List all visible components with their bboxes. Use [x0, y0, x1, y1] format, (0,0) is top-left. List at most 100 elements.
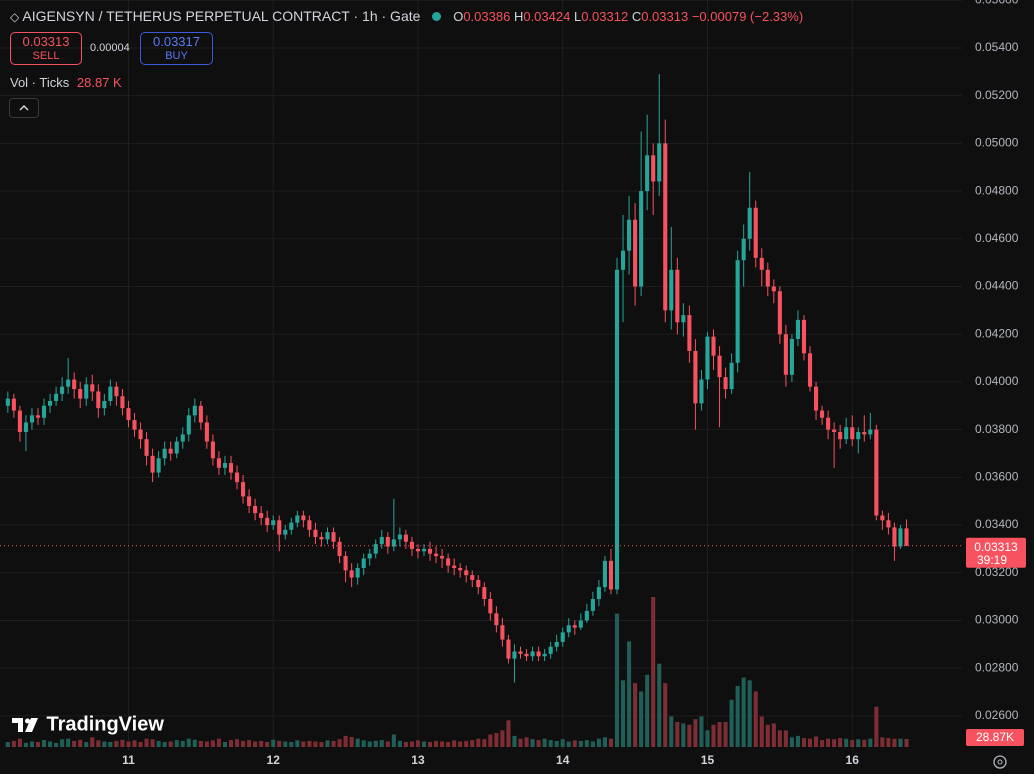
candle-body: [295, 515, 300, 523]
candle-body: [880, 515, 885, 521]
candle-body: [421, 548, 427, 552]
candle-body: [271, 520, 276, 526]
sell-button[interactable]: 0.03313 SELL: [10, 32, 82, 65]
volume-bar: [434, 740, 439, 747]
y-tick-label: 0.02800: [975, 660, 1019, 674]
ohlc-o: O: [453, 9, 464, 24]
candle-body: [289, 522, 294, 530]
candle-body: [120, 396, 125, 409]
volume-bar: [198, 740, 203, 747]
candle-body: [596, 587, 601, 599]
volume-value: 28.87 K: [76, 75, 122, 90]
volume-bar: [415, 740, 421, 747]
volume-bar: [446, 742, 451, 747]
volume-bar: [247, 740, 252, 747]
candle-body: [820, 410, 825, 418]
candle-body: [84, 384, 89, 399]
volume-bar: [150, 739, 155, 747]
y-tick-label: 0.03800: [975, 422, 1019, 436]
volume-bar: [633, 683, 638, 747]
y-tick-label: 0.05400: [975, 40, 1019, 54]
candle-body: [186, 415, 191, 435]
candle-body: [759, 257, 764, 270]
ohlc-h: H: [513, 9, 524, 24]
volume-bar: [904, 738, 909, 747]
candle-body: [216, 458, 221, 468]
y-tick-label: 0.04600: [975, 231, 1019, 245]
candle-body: [554, 641, 559, 647]
volume-bar: [717, 722, 722, 747]
volume-bar: [578, 740, 583, 747]
candle-body: [234, 472, 240, 483]
candle-body: [150, 455, 155, 473]
volume-bar: [681, 723, 686, 747]
candle-body: [464, 570, 469, 576]
logo-text: TradingView: [46, 713, 164, 736]
volume-bar: [892, 738, 897, 747]
volume-bar: [66, 738, 71, 747]
volume-bar: [403, 742, 408, 747]
buy-price: 0.03317: [153, 34, 200, 49]
candle-body: [355, 567, 360, 578]
candle-body: [506, 639, 511, 659]
candle-body: [560, 632, 565, 642]
volume-bar: [90, 737, 95, 747]
candle-body: [844, 427, 849, 440]
candle-body: [367, 553, 372, 559]
settings-button[interactable]: [990, 752, 1010, 774]
volume-bar: [138, 742, 143, 747]
volume-bar: [753, 691, 758, 747]
volume-bar: [844, 738, 849, 747]
candle-body: [325, 532, 330, 540]
volume-bar: [850, 740, 855, 747]
y-tick-label: 0.03000: [975, 613, 1019, 627]
volume-bar: [807, 738, 813, 747]
volume-bar: [355, 738, 360, 747]
candle-body: [669, 269, 674, 311]
volume-bar: [409, 741, 414, 747]
volume-bar: [319, 742, 324, 747]
sell-price: 0.03313: [22, 34, 70, 49]
candle-body: [681, 315, 686, 323]
candle-body: [548, 646, 553, 654]
countdown: 39:19: [977, 553, 1007, 567]
x-tick-label: 15: [701, 753, 715, 767]
volume-bar: [693, 719, 698, 747]
symbol-title[interactable]: AIGENSYN / TETHERUS PERPETUAL CONTRACT ·…: [22, 8, 421, 24]
price-tag-label: 0.03313: [974, 540, 1018, 554]
candle-body: [434, 553, 439, 557]
volume-bar: [560, 739, 565, 747]
candle-body: [488, 598, 493, 614]
volume-bar: [192, 739, 197, 747]
ohlc-change: −0.00079 (−2.33%): [691, 9, 804, 24]
volume-bar: [813, 736, 819, 747]
settings-icon: [993, 755, 1007, 769]
candle-body: [78, 389, 83, 399]
collapse-button[interactable]: [9, 98, 39, 118]
y-tick-label: 0.04800: [975, 183, 1019, 197]
candle-body: [102, 401, 107, 409]
volume-bar: [868, 738, 873, 747]
candle-body: [180, 434, 185, 442]
candle-body: [162, 448, 167, 459]
candle-body: [657, 143, 662, 182]
candle-body: [343, 556, 348, 571]
ohlc-h-value: 0.03424: [523, 9, 571, 24]
candle-body: [361, 558, 366, 568]
volume-bar: [687, 724, 692, 747]
candle-body: [705, 336, 710, 380]
spread: 0.00004: [90, 42, 130, 54]
candle-body: [512, 651, 517, 659]
volume-bar: [470, 740, 475, 747]
volume-bar: [645, 674, 650, 747]
buy-button[interactable]: 0.03317 BUY: [140, 32, 213, 65]
volume-bar: [174, 740, 179, 747]
volume-bar: [72, 740, 77, 747]
candle-body: [620, 250, 626, 270]
candle-body: [331, 532, 336, 542]
candle-body: [494, 613, 499, 626]
volume-bar: [723, 722, 728, 747]
volume-bar: [602, 737, 607, 747]
candle-body: [349, 570, 354, 578]
